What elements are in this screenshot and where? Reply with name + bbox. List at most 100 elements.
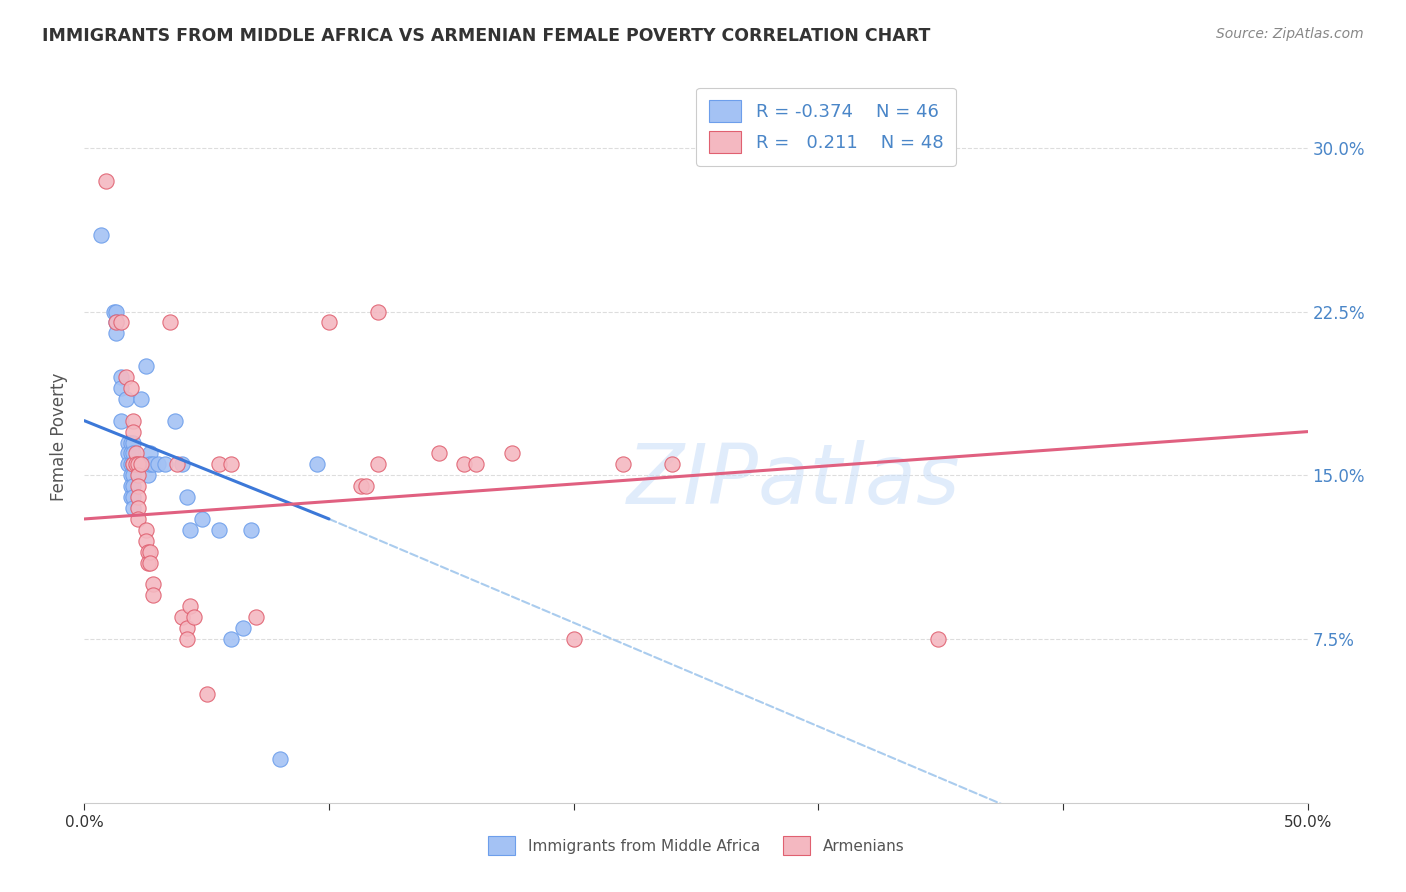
Point — [117, 446, 139, 460]
Point — [269, 752, 291, 766]
Point — [90, 228, 112, 243]
Point — [125, 458, 148, 472]
Point — [176, 490, 198, 504]
Point — [927, 632, 949, 646]
Point — [122, 425, 145, 439]
Point — [367, 304, 389, 318]
Point — [120, 446, 142, 460]
Point — [139, 556, 162, 570]
Point — [159, 315, 181, 329]
Point — [127, 490, 149, 504]
Point — [122, 458, 145, 472]
Point — [122, 458, 145, 472]
Point — [142, 588, 165, 602]
Point — [208, 523, 231, 537]
Point — [163, 414, 186, 428]
Point — [427, 446, 450, 460]
Point — [127, 512, 149, 526]
Point — [166, 458, 188, 472]
Point — [120, 458, 142, 472]
Point — [127, 501, 149, 516]
Point — [110, 414, 132, 428]
Point — [122, 490, 145, 504]
Point — [208, 458, 231, 472]
Point — [117, 458, 139, 472]
Point — [115, 370, 138, 384]
Point — [305, 458, 328, 472]
Point — [354, 479, 377, 493]
Legend: Immigrants from Middle Africa, Armenians: Immigrants from Middle Africa, Armenians — [482, 830, 910, 861]
Point — [120, 479, 142, 493]
Point — [139, 545, 162, 559]
Point — [122, 501, 145, 516]
Point — [135, 533, 157, 548]
Point — [183, 610, 205, 624]
Point — [245, 610, 267, 624]
Point — [120, 435, 142, 450]
Point — [502, 446, 524, 460]
Point — [612, 458, 634, 472]
Point — [232, 621, 254, 635]
Point — [135, 523, 157, 537]
Point — [562, 632, 585, 646]
Point — [191, 512, 214, 526]
Point — [122, 479, 145, 493]
Point — [120, 468, 142, 483]
Point — [122, 414, 145, 428]
Point — [103, 304, 125, 318]
Point — [179, 599, 201, 614]
Point — [105, 315, 128, 329]
Point — [195, 687, 218, 701]
Point — [136, 545, 159, 559]
Point — [453, 458, 475, 472]
Point — [120, 490, 142, 504]
Point — [146, 458, 169, 472]
Point — [110, 315, 132, 329]
Point — [129, 458, 152, 472]
Text: Source: ZipAtlas.com: Source: ZipAtlas.com — [1216, 27, 1364, 41]
Point — [105, 326, 128, 341]
Point — [117, 435, 139, 450]
Point — [464, 458, 486, 472]
Point — [139, 446, 162, 460]
Point — [136, 556, 159, 570]
Point — [139, 458, 162, 472]
Point — [142, 458, 165, 472]
Point — [219, 632, 242, 646]
Point — [179, 523, 201, 537]
Point — [318, 315, 340, 329]
Point — [176, 621, 198, 635]
Point — [135, 359, 157, 373]
Text: ZIPatlas: ZIPatlas — [627, 441, 960, 522]
Point — [105, 304, 128, 318]
Point — [136, 468, 159, 483]
Point — [142, 577, 165, 591]
Point — [125, 446, 148, 460]
Point — [136, 458, 159, 472]
Point — [110, 381, 132, 395]
Point — [110, 370, 132, 384]
Y-axis label: Female Poverty: Female Poverty — [51, 373, 69, 501]
Point — [127, 458, 149, 472]
Point — [122, 435, 145, 450]
Point — [367, 458, 389, 472]
Point — [219, 458, 242, 472]
Point — [661, 458, 683, 472]
Point — [172, 458, 194, 472]
Point — [115, 392, 138, 406]
Text: IMMIGRANTS FROM MIDDLE AFRICA VS ARMENIAN FEMALE POVERTY CORRELATION CHART: IMMIGRANTS FROM MIDDLE AFRICA VS ARMENIA… — [42, 27, 931, 45]
Point — [172, 610, 194, 624]
Point — [125, 458, 148, 472]
Point — [96, 173, 118, 187]
Point — [129, 392, 152, 406]
Point — [122, 446, 145, 460]
Point — [127, 468, 149, 483]
Point — [350, 479, 373, 493]
Point — [176, 632, 198, 646]
Point — [127, 479, 149, 493]
Point — [120, 381, 142, 395]
Point — [239, 523, 262, 537]
Point — [105, 315, 128, 329]
Point — [153, 458, 176, 472]
Point — [122, 468, 145, 483]
